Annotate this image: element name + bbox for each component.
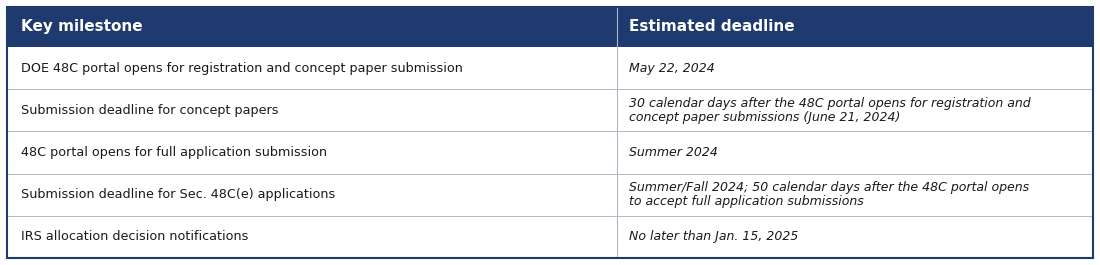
Text: No later than Jan. 15, 2025: No later than Jan. 15, 2025: [629, 230, 799, 243]
Text: Summer/Fall 2024; 50 calendar days after the 48C portal opens: Summer/Fall 2024; 50 calendar days after…: [629, 182, 1030, 195]
Bar: [7, 47, 1093, 89]
Text: Submission deadline for Sec. 48C(e) applications: Submission deadline for Sec. 48C(e) appl…: [21, 188, 335, 201]
Text: Estimated deadline: Estimated deadline: [629, 20, 795, 34]
Bar: [7, 131, 1093, 174]
Text: Summer 2024: Summer 2024: [629, 146, 718, 159]
Bar: [7, 216, 1093, 258]
Bar: [7, 89, 1093, 131]
Text: Key milestone: Key milestone: [21, 20, 143, 34]
Text: 48C portal opens for full application submission: 48C portal opens for full application su…: [21, 146, 327, 159]
Text: concept paper submissions (June 21, 2024): concept paper submissions (June 21, 2024…: [629, 111, 901, 123]
Bar: [7, 174, 1093, 216]
Text: DOE 48C portal opens for registration and concept paper submission: DOE 48C portal opens for registration an…: [21, 61, 463, 75]
Text: Submission deadline for concept papers: Submission deadline for concept papers: [21, 104, 278, 117]
Text: 30 calendar days after the 48C portal opens for registration and: 30 calendar days after the 48C portal op…: [629, 97, 1031, 110]
Text: to accept full application submissions: to accept full application submissions: [629, 195, 865, 208]
Bar: [7, 7, 1093, 47]
Text: IRS allocation decision notifications: IRS allocation decision notifications: [21, 230, 249, 243]
Text: May 22, 2024: May 22, 2024: [629, 61, 715, 75]
